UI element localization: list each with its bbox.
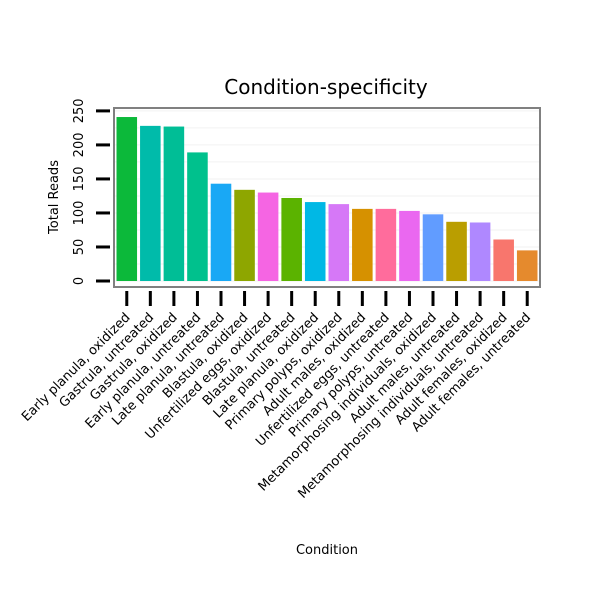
bar [352,208,373,281]
bar [257,192,279,281]
y-tick-label: 0 [72,277,87,285]
y-tick-label: 200 [72,133,87,158]
bar [469,222,491,281]
x-axis-label: Condition [296,543,358,558]
bar [328,204,350,281]
bar [187,152,208,281]
bar [493,239,514,281]
bar [234,189,255,281]
bar [446,221,467,281]
bar [399,210,420,281]
bar [140,125,161,281]
y-tick-label: 100 [72,201,87,226]
grid-lines [115,110,539,282]
y-tick-label: 250 [72,98,87,123]
bar [304,202,326,281]
bar [422,214,444,281]
bar [375,208,397,281]
bar [210,183,232,281]
bar [116,117,138,282]
y-axis-label: Total Reads [47,160,62,235]
y-tick-label: 50 [72,239,87,256]
bar [281,197,302,281]
chart-title: Condition-specificity [224,75,428,99]
bar [516,250,538,281]
bars [116,117,538,282]
y-tick-label: 150 [72,167,87,192]
bar [163,126,185,282]
plot-border [113,107,541,288]
y-axis: 0 50 100 150 200 250 [72,98,110,285]
